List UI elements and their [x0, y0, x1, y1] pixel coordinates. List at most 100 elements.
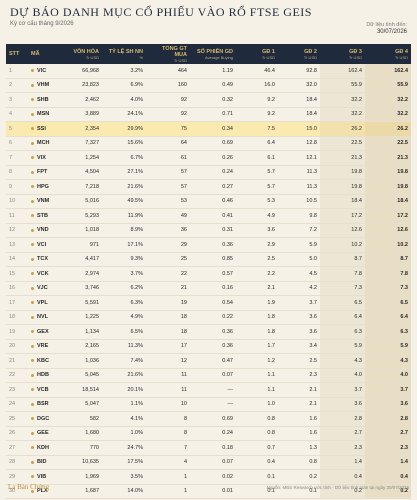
table-cell: 2.9	[236, 238, 278, 252]
cell-text: 2,354	[85, 125, 99, 132]
table-cell: 20.1%	[102, 383, 146, 397]
table-cell: 20	[6, 340, 28, 354]
table-cell: 1,036	[60, 354, 102, 368]
table-cell: 2,974	[60, 267, 102, 281]
cell-text: 4.5	[309, 270, 317, 277]
cell-text: VIB	[37, 473, 47, 480]
table-cell: 92.8	[278, 64, 320, 78]
table-cell: 5,293	[60, 209, 102, 223]
cell-text: 0.32	[222, 96, 233, 103]
table-cell: 8.7	[320, 252, 365, 266]
cell-text: 14.0%	[127, 488, 143, 495]
cell-text: 3,746	[85, 285, 99, 292]
table-cell: 24.7%	[102, 441, 146, 455]
cell-text: 10.2	[351, 241, 362, 248]
table-cell: 1.0%	[102, 427, 146, 441]
table-cell: 15.6%	[102, 137, 146, 151]
table-cell: 11.3%	[102, 340, 146, 354]
cell-text: 582	[89, 415, 99, 422]
cell-text: 0.57	[222, 270, 233, 277]
cell-text: 0.01	[222, 488, 233, 495]
table-cell: 26.2	[365, 122, 411, 136]
table-cell: 32.2	[365, 93, 411, 107]
table-cell: 0.8	[236, 427, 278, 441]
cell-text: 2.8	[400, 415, 408, 422]
bullet	[31, 83, 34, 87]
table-cell: 0.4	[236, 456, 278, 470]
cell-text: 10,635	[82, 459, 99, 466]
cell-text: 6.3	[354, 328, 362, 335]
table-cell: VCK	[28, 267, 60, 281]
table-cell: 1.19	[190, 64, 236, 78]
cell-text: 17	[9, 299, 16, 306]
table-cell: 3.5%	[102, 470, 146, 484]
table-row: 7 VIX 1,254 6.7% 61 0.26 6.1 12.1 21.3 21.3	[6, 151, 411, 166]
table-row: 23 VCB 18,514 20.1% 11 — 1.1 2.1 3.7 3.7	[6, 383, 411, 398]
table-cell: MCH	[28, 137, 60, 151]
table-cell: 21.3	[320, 151, 365, 165]
cell-text: 0.2	[309, 473, 317, 480]
cell-text: —	[227, 401, 234, 408]
cell-text: 92	[180, 96, 187, 103]
table-cell: 7.3	[320, 281, 365, 295]
cell-text: 1.6	[309, 430, 317, 437]
cell-text: 5.9	[309, 241, 317, 248]
table-cell: 17.2	[320, 209, 365, 223]
table-cell: 2.1	[278, 383, 320, 397]
table-row: 18 NVL 1,225 4.9% 18 0.22 1.8 3.6 6.4 6.4	[6, 310, 411, 325]
cell-text: 36	[180, 227, 187, 234]
cell-text: 55.9	[397, 82, 408, 89]
cell-text: 0.69	[222, 415, 233, 422]
table-cell: 7.2	[278, 224, 320, 238]
table-cell: 18.4	[278, 108, 320, 122]
cell-text: 1.9	[267, 299, 275, 306]
bullet	[31, 257, 34, 261]
cell-text: 21.6%	[127, 183, 143, 190]
table-cell: 1,969	[60, 470, 102, 484]
table-cell: 1	[146, 470, 190, 484]
table-cell: 4.5	[278, 267, 320, 281]
table-cell: 582	[60, 412, 102, 426]
cell-text: 0.8	[267, 415, 275, 422]
cell-text: 15.0	[306, 125, 317, 132]
table-cell: 4	[6, 108, 28, 122]
cell-text: 971	[89, 241, 99, 248]
table-cell: 32.2	[365, 107, 411, 121]
table-cell: 0.02	[190, 470, 236, 484]
table-cell: 0.46	[190, 195, 236, 209]
cell-text: 1.4	[400, 459, 408, 466]
cell-text: 2.3	[400, 444, 408, 451]
table-cell: KBC	[28, 354, 60, 368]
table-row: 2 VHM 23,823 6.9% 160 0.49 16.0 32.0 55.9 55.9	[6, 78, 411, 93]
table-cell: 6.4	[365, 310, 411, 324]
cell-text: 0.8	[309, 459, 317, 466]
cell-text: 29.9%	[127, 125, 143, 132]
cell-text: 4.1%	[130, 415, 143, 422]
cell-text: 6.4	[267, 140, 275, 147]
table-cell: 162.4	[365, 64, 411, 78]
table-cell: 1.4	[320, 455, 365, 469]
table-row: 8 FPT 4,504 27.1% 57 0.24 5.7 11.3 19.8 19.8	[6, 165, 411, 180]
cell-text: 61	[180, 154, 187, 161]
cell-text: 8.9%	[130, 227, 143, 234]
table-cell: 24	[6, 398, 28, 412]
cell-text: 0.71	[222, 111, 233, 118]
cell-text: 19.8	[397, 169, 408, 176]
cell-text: 19	[180, 299, 187, 306]
cell-text: 7	[9, 154, 13, 161]
table-cell: 55.9	[320, 78, 365, 92]
table-cell: 11.3	[278, 166, 320, 180]
cell-text: 9.3%	[130, 256, 143, 263]
cell-text: 162.4	[394, 67, 408, 74]
cell-text: 18	[180, 314, 187, 321]
table-cell: 162.4	[320, 64, 365, 78]
table-cell: 0.2	[320, 484, 365, 498]
header-unit: Tr USD	[348, 54, 362, 60]
table-cell: 0.36	[190, 238, 236, 252]
cell-text: VND	[37, 227, 49, 234]
cell-text: 6.2%	[130, 285, 143, 292]
table-cell: 0.8	[278, 456, 320, 470]
table-row: 3 SHB 2,462 4.0% 92 0.32 9.2 18.4 32.2 32.2	[6, 93, 411, 108]
table-cell: 6.5%	[102, 325, 146, 339]
cell-text: 32.0	[306, 82, 317, 89]
